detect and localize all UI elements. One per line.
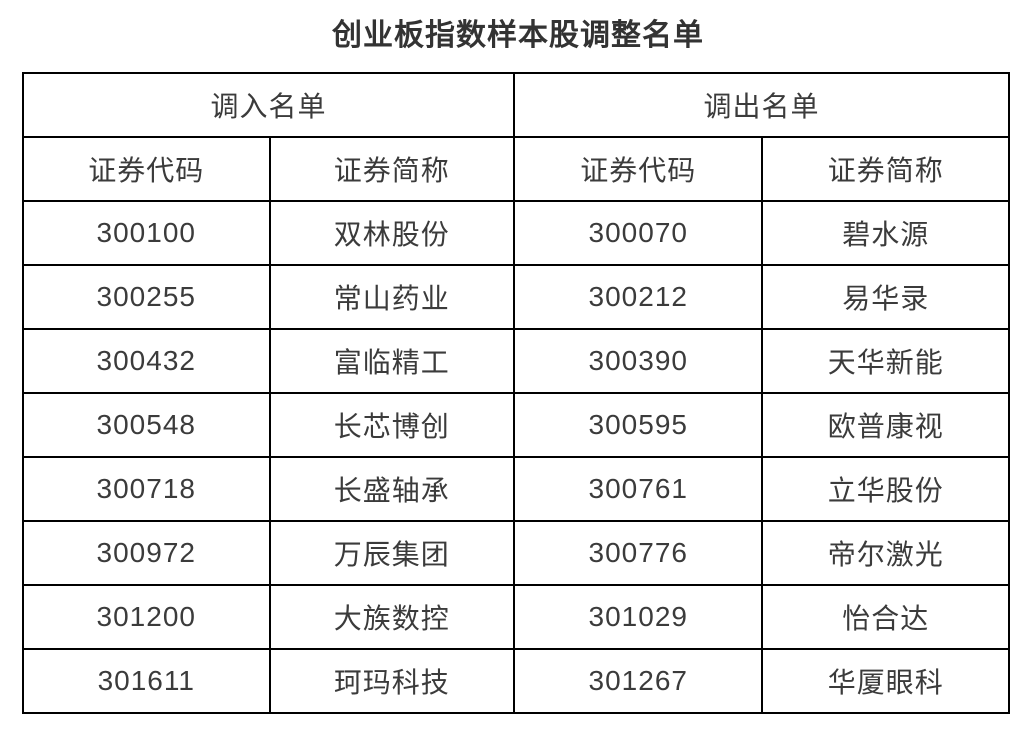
out-name-cell: 欧普康视: [761, 392, 1010, 458]
in-name-cell: 常山药业: [268, 264, 516, 330]
in-code-cell: 300718: [22, 456, 271, 522]
out-name-cell: 天华新能: [761, 328, 1010, 394]
in-code-cell: 300432: [22, 328, 271, 394]
in-name-cell: 双林股份: [268, 200, 516, 266]
in-code-cell: 301200: [22, 584, 271, 650]
in-name-cell: 富临精工: [268, 328, 516, 394]
out-name-cell: 帝尔激光: [761, 520, 1010, 586]
out-code-cell: 300212: [513, 264, 764, 330]
adjustment-table: 调入名单 调出名单 证券代码 证券简称 证券代码 证券简称 300100 双林股…: [21, 72, 1010, 714]
out-code-cell: 300070: [513, 200, 764, 266]
in-name-cell: 万辰集团: [268, 520, 516, 586]
out-name-cell: 华厦眼科: [761, 648, 1010, 714]
table-row: 300100 双林股份 300070 碧水源: [22, 200, 1010, 266]
column-header-row: 证券代码 证券简称 证券代码 证券简称: [22, 136, 1010, 202]
in-name-cell: 长盛轴承: [268, 456, 516, 522]
in-code-cell: 300255: [22, 264, 271, 330]
in-code-cell: 301611: [22, 648, 271, 714]
out-code-cell: 301267: [513, 648, 764, 714]
out-code-cell: 300761: [513, 456, 764, 522]
table-row: 301200 大族数控 301029 怡合达: [22, 584, 1010, 650]
out-name-cell: 立华股份: [761, 456, 1010, 522]
out-name-cell: 易华录: [761, 264, 1010, 330]
column-header-out-code: 证券代码: [513, 136, 764, 202]
out-code-cell: 300776: [513, 520, 764, 586]
in-name-cell: 大族数控: [268, 584, 516, 650]
out-code-cell: 300595: [513, 392, 764, 458]
in-name-cell: 长芯博创: [268, 392, 516, 458]
group-header-out: 调出名单: [513, 72, 1010, 138]
table-row: 300432 富临精工 300390 天华新能: [22, 328, 1010, 394]
out-code-cell: 300390: [513, 328, 764, 394]
in-name-cell: 珂玛科技: [268, 648, 516, 714]
table-row: 301611 珂玛科技 301267 华厦眼科: [22, 648, 1010, 714]
in-code-cell: 300548: [22, 392, 271, 458]
in-code-cell: 300972: [22, 520, 271, 586]
column-header-in-code: 证券代码: [22, 136, 271, 202]
in-code-cell: 300100: [22, 200, 271, 266]
out-name-cell: 怡合达: [761, 584, 1010, 650]
column-header-out-name: 证券简称: [761, 136, 1010, 202]
table-row: 300548 长芯博创 300595 欧普康视: [22, 392, 1010, 458]
group-header-in: 调入名单: [21, 72, 516, 138]
table-row: 300255 常山药业 300212 易华录: [22, 264, 1010, 330]
table-row: 300718 长盛轴承 300761 立华股份: [22, 456, 1010, 522]
out-name-cell: 碧水源: [761, 200, 1010, 266]
group-header-row: 调入名单 调出名单: [21, 72, 1010, 138]
out-code-cell: 301029: [513, 584, 764, 650]
page-title: 创业板指数样本股调整名单: [332, 19, 704, 52]
column-header-in-name: 证券简称: [268, 136, 516, 202]
table-row: 300972 万辰集团 300776 帝尔激光: [22, 520, 1010, 586]
